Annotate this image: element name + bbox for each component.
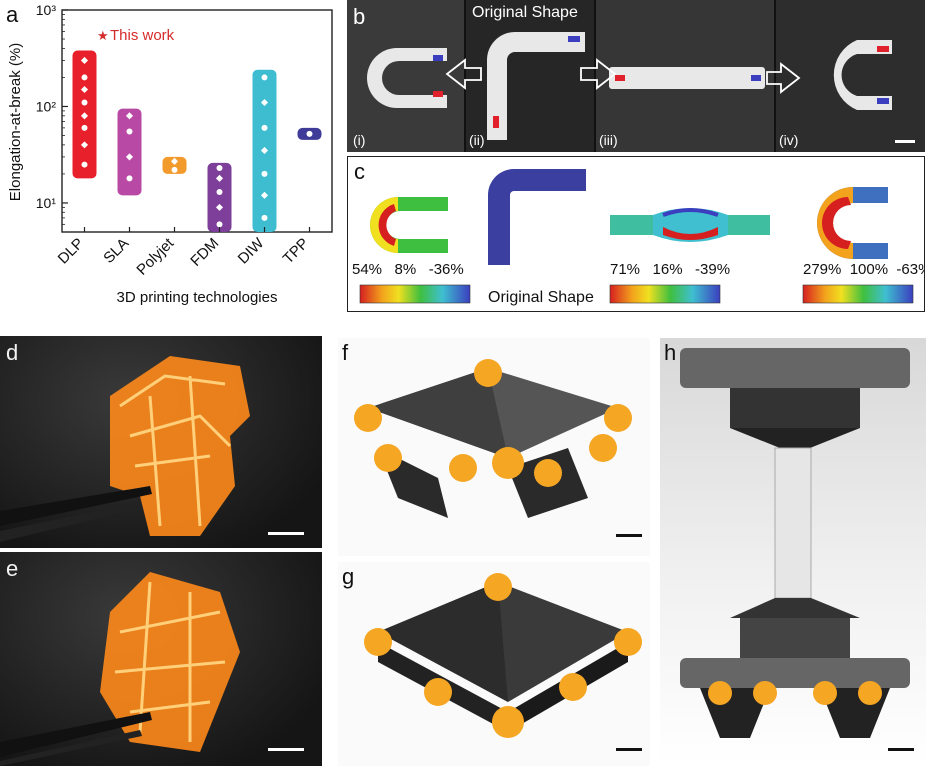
x-tick-label-dlp: DLP <box>55 235 88 268</box>
legend-values-3: 279% 100% -63% <box>803 261 925 278</box>
lattice-photo-e <box>0 572 240 766</box>
original-shape-label-b: Original Shape <box>472 4 578 21</box>
y-tick-label: 10¹ <box>36 195 57 211</box>
sub-label-ii: (ii) <box>469 132 485 148</box>
panel-b-illustration <box>347 0 925 152</box>
panel-letter-c: c <box>354 159 365 184</box>
data-point <box>216 165 223 172</box>
panel-letter-g: g <box>342 564 355 589</box>
data-point <box>80 141 89 149</box>
panel-g: g <box>338 562 650 766</box>
strain-scale-3 <box>802 284 914 304</box>
panel-d: d <box>0 336 322 548</box>
data-point <box>81 74 88 81</box>
u-shape-i <box>367 48 447 108</box>
annotation-star: ★ <box>97 28 109 43</box>
data-point <box>216 221 223 228</box>
panel-a: a 10¹ 10² 10³ DLP SLA Polyjet FDM DIW TPP Elonga… <box>0 0 345 312</box>
elongation-chart: 10¹ 10² 10³ DLP SLA Polyjet FDM DIW TPP Elongati… <box>7 2 333 306</box>
scale-bar-h <box>888 748 914 751</box>
data-point <box>80 112 89 120</box>
y-axis-label: Elongation-at-break (%) <box>7 43 24 201</box>
range-bar-fdm <box>207 162 232 232</box>
data-point <box>261 214 268 221</box>
panel-letter-d: d <box>6 340 19 365</box>
pyramid-photo-f <box>354 359 632 518</box>
data-point <box>170 157 179 165</box>
data-point <box>215 174 224 182</box>
sub-label-iii: (iii) <box>599 132 618 148</box>
panel-letter-e: e <box>6 556 19 581</box>
data-point <box>260 191 269 199</box>
compression-test-photo-h <box>680 348 910 738</box>
data-point <box>125 153 134 161</box>
strain-scale-1 <box>359 284 471 304</box>
sub-label-iv: (iv) <box>779 132 799 148</box>
panel-letter-f: f <box>342 340 349 365</box>
scale-bar-g <box>616 748 642 751</box>
data-point <box>80 85 89 94</box>
plot-frame <box>61 9 333 233</box>
panel-e: e <box>0 552 322 766</box>
data-point <box>261 170 268 177</box>
data-point <box>306 130 313 137</box>
y-tick-label: 10² <box>36 98 57 114</box>
data-point <box>81 99 88 106</box>
panel-letter-a: a <box>6 2 19 27</box>
x-tick-label-diw: DIW <box>235 234 268 267</box>
legend-values-1: 54% 8% -36% <box>352 261 464 278</box>
lattice-photo-d <box>0 356 250 542</box>
data-point <box>126 128 133 135</box>
scale-bar-d <box>268 532 304 535</box>
data-point <box>81 124 88 131</box>
x-axis-label: 3D printing technologies <box>117 289 278 306</box>
y-tick-label: 10³ <box>36 2 57 18</box>
range-bar-sla <box>117 108 142 196</box>
panel-b: b Original Shape (i) (ii) (iii) (iv) <box>347 0 925 152</box>
panel-f: f <box>338 338 650 556</box>
legend-values-2: 71% 16% -39% <box>610 261 731 278</box>
range-bar-polyjet <box>162 156 187 174</box>
original-shape-label-c: Original Shape <box>488 289 594 306</box>
l-shape-ii <box>487 32 585 140</box>
x-tick-label-fdm: FDM <box>187 235 222 270</box>
data-point <box>215 203 224 211</box>
scale-bar-f <box>616 534 642 537</box>
data-point <box>260 98 269 107</box>
data-point <box>261 74 268 81</box>
data-point <box>260 146 269 155</box>
arrow-left <box>445 58 482 90</box>
scale-bar-e <box>268 748 304 751</box>
data-point <box>216 188 223 195</box>
data-point <box>125 112 134 120</box>
strain-scale-2 <box>609 284 721 304</box>
pyramid-photo-g <box>364 573 642 738</box>
arrow-right-2 <box>766 62 801 94</box>
data-point <box>261 124 268 131</box>
u-shape-iv <box>833 40 892 110</box>
data-point <box>126 175 133 182</box>
panel-letter-h: h <box>664 340 677 365</box>
panel-c: c 54% 8% -36% 71% 16% -39% 279% 100% -63… <box>347 156 925 312</box>
panel-h: h <box>660 338 926 766</box>
sub-label-i: (i) <box>353 132 366 148</box>
panel-letter-b: b <box>353 4 366 29</box>
data-point <box>81 161 88 168</box>
data-point <box>171 166 178 173</box>
bar-shape-iii <box>609 67 765 89</box>
x-tick-label-sla: SLA <box>100 235 132 267</box>
arrow-right-1 <box>580 58 617 90</box>
panel-c-illustration <box>359 169 914 304</box>
scale-bar-b <box>895 140 915 143</box>
x-tick-label-polyjet: Polyjet <box>133 234 177 278</box>
x-tick-label-tpp: TPP <box>280 235 313 268</box>
annotation-this-work: This work <box>110 27 175 44</box>
